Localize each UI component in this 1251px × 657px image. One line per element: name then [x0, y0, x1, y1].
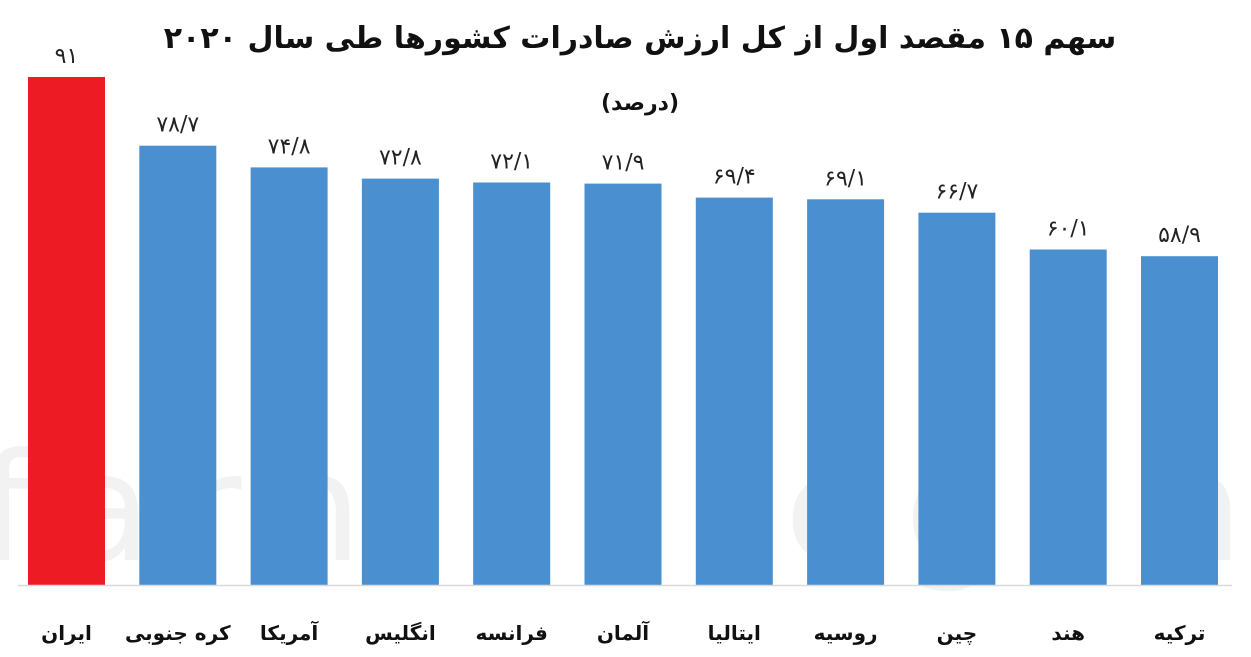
bar-9 [1029, 249, 1107, 585]
bar-4 [473, 182, 551, 585]
category-label-10: ترکیه [1154, 621, 1206, 645]
data-label-0: ۹۱ [55, 44, 79, 69]
bar-8 [918, 212, 996, 585]
data-label-8: ۶۶/۷ [935, 180, 978, 205]
category-label-8: چین [937, 621, 978, 646]
data-label-10: ۵۸/۹ [1158, 223, 1201, 248]
category-label-6: ایتالیا [708, 621, 761, 645]
category-label-9: هند [1051, 621, 1085, 645]
chart-subtitle: (درصد) [601, 91, 679, 116]
data-label-5: ۷۱/۹ [602, 151, 645, 176]
category-label-1: کره جنوبی [125, 621, 231, 645]
bar-1 [139, 145, 217, 585]
data-label-6: ۶۹/۴ [713, 165, 756, 190]
category-label-2: آمریکا [260, 620, 319, 645]
bar-group: ۹۱ ایران ۷۸/۷ کره جنوبی ۷۴/۸ آمریکا ۷۲/۸ انگلیس… [28, 44, 1218, 646]
bar-10 [1141, 256, 1218, 585]
data-label-1: ۷۸/۷ [156, 113, 199, 138]
bar-2 [250, 167, 328, 585]
category-label-4: فرانسه [476, 621, 548, 645]
category-label-3: انگلیس [365, 621, 436, 645]
data-label-2: ۷۴/۸ [268, 134, 311, 159]
bar-0 [28, 77, 105, 585]
category-label-7: روسیه [814, 621, 878, 645]
bar-7 [807, 199, 885, 586]
bar-5 [584, 183, 662, 585]
chart-title: سهم ۱۵ مقصد اول از کل ارزش صادرات کشورها… [164, 21, 1117, 56]
category-label-5: آلمان [597, 620, 650, 645]
category-label-0: ایران [41, 621, 92, 645]
data-label-4: ۷۲/۱ [490, 150, 533, 175]
bar-6 [695, 197, 773, 585]
data-label-9: ۶۰/۱ [1047, 217, 1090, 242]
bar-3 [361, 178, 439, 585]
data-label-3: ۷۲/۸ [379, 146, 422, 171]
data-label-7: ۶۹/۱ [824, 166, 867, 191]
